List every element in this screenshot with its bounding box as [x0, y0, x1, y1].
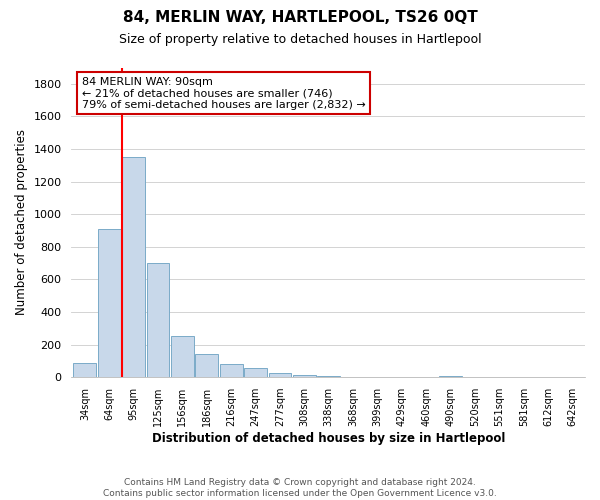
- Bar: [196, 354, 218, 377]
- Bar: [146, 263, 169, 377]
- Bar: [122, 157, 145, 377]
- Y-axis label: Number of detached properties: Number of detached properties: [15, 130, 28, 316]
- Bar: [171, 336, 194, 377]
- Bar: [439, 376, 462, 377]
- Text: Size of property relative to detached houses in Hartlepool: Size of property relative to detached ho…: [119, 32, 481, 46]
- Bar: [98, 229, 121, 377]
- Text: 84, MERLIN WAY, HARTLEPOOL, TS26 0QT: 84, MERLIN WAY, HARTLEPOOL, TS26 0QT: [122, 10, 478, 25]
- Bar: [269, 373, 292, 377]
- X-axis label: Distribution of detached houses by size in Hartlepool: Distribution of detached houses by size …: [152, 432, 505, 445]
- Bar: [317, 376, 340, 377]
- Bar: [73, 362, 96, 377]
- Bar: [220, 364, 242, 377]
- Bar: [293, 375, 316, 377]
- Text: Contains HM Land Registry data © Crown copyright and database right 2024.
Contai: Contains HM Land Registry data © Crown c…: [103, 478, 497, 498]
- Text: 84 MERLIN WAY: 90sqm
← 21% of detached houses are smaller (746)
79% of semi-deta: 84 MERLIN WAY: 90sqm ← 21% of detached h…: [82, 77, 365, 110]
- Bar: [244, 368, 267, 377]
